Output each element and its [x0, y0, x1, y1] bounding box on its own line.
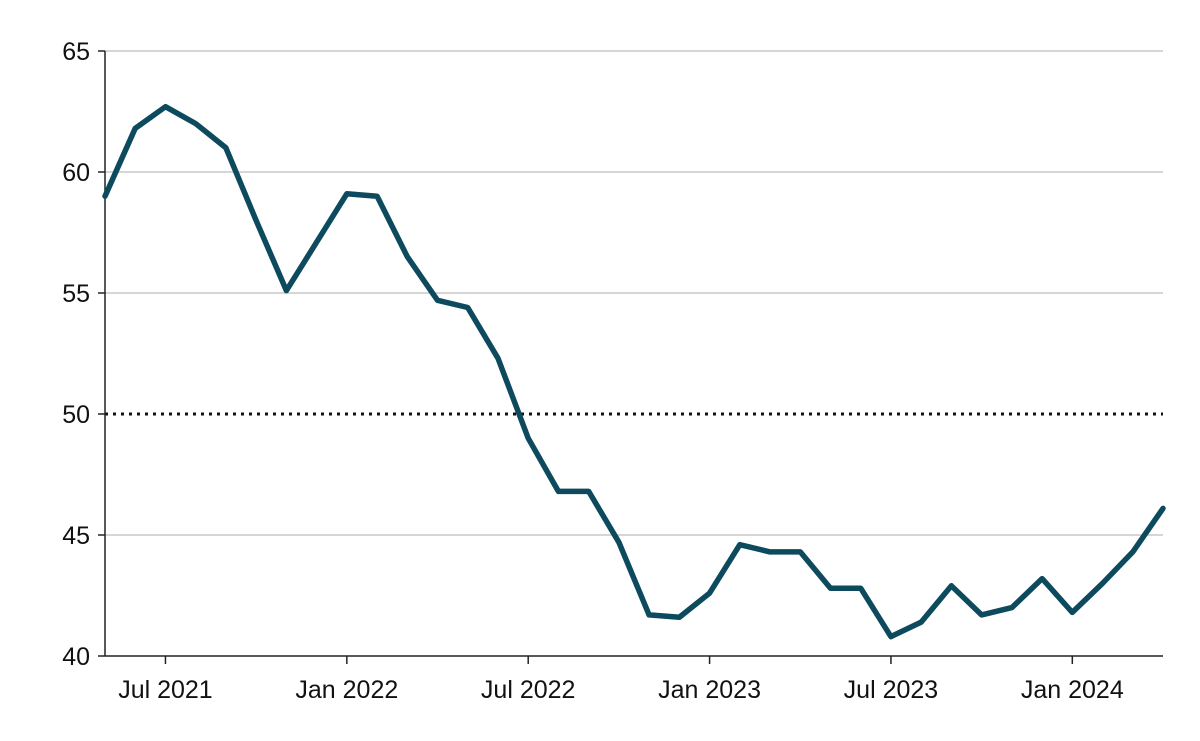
x-tick-label: Jul 2023 [844, 676, 939, 704]
axes [98, 50, 1163, 664]
y-tick-label: 65 [62, 38, 90, 66]
x-tick-label: Jul 2021 [118, 676, 213, 704]
x-tick-label: Jan 2023 [658, 676, 761, 704]
y-tick-label: 45 [62, 522, 90, 550]
gridlines [105, 50, 1163, 536]
y-tick-label: 50 [62, 401, 90, 429]
y-tick-label: 55 [62, 280, 90, 308]
series-line-0 [102, 103, 1166, 640]
x-tick-label: Jan 2022 [295, 676, 398, 704]
series-group [102, 103, 1166, 640]
y-tick-label: 60 [62, 159, 90, 187]
x-tick-label: Jan 2024 [1021, 676, 1124, 704]
y-tick-label: 40 [62, 643, 90, 671]
x-tick-label: Jul 2022 [481, 676, 576, 704]
tick-labels: 40 45 50 55 60 65 Jul 2021 Jan 2022 Jul 2022 Jan … [62, 38, 1124, 704]
